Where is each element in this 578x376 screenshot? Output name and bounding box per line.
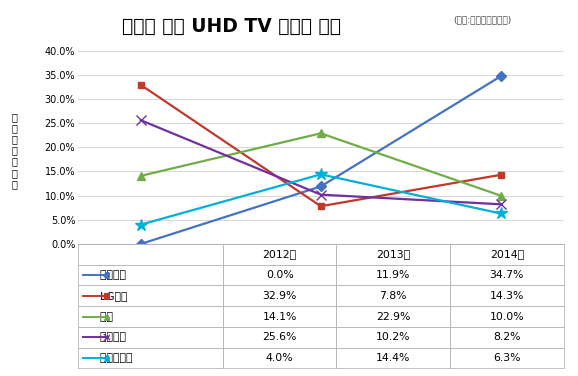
Text: 예
약
점
유
율
별
매: 예 약 점 유 율 별 매 (12, 112, 17, 189)
Text: (자료:디스플레이서치): (자료:디스플레이서치) (454, 16, 512, 25)
Text: 업체별 연간 UHD TV 점유율 추이: 업체별 연간 UHD TV 점유율 추이 (122, 17, 340, 36)
